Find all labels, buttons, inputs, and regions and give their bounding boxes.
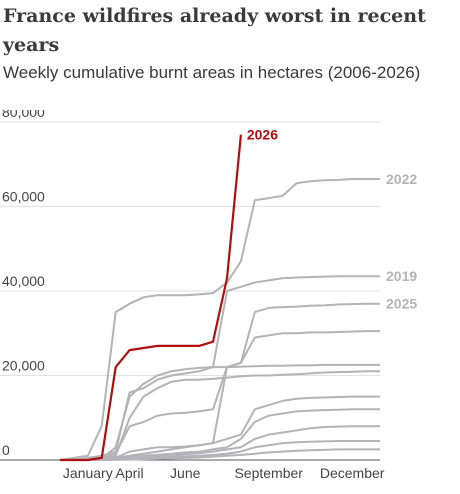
y-tick-label: 40,000 (2, 273, 45, 289)
x-tick-label: September (234, 465, 303, 481)
y-tick-label: 0 (2, 442, 10, 458)
series-line (60, 275, 380, 461)
series-line (60, 448, 380, 461)
y-tick-label: 20,000 (2, 358, 45, 374)
x-tick-label: January (63, 465, 113, 481)
series-line (60, 330, 380, 461)
chart: 0 20,000 40,000 60,000 80,000 January April Jun… (0, 110, 417, 481)
series-line (60, 363, 380, 461)
series-line (59, 178, 380, 461)
series-label: 2019 (386, 268, 417, 284)
chart-subtitle: Weekly cumulative burnt areas in hectare… (3, 63, 421, 82)
series-label: 2025 (386, 296, 417, 312)
x-tick-label: April (116, 465, 144, 481)
series-label: 2022 (386, 171, 417, 187)
y-tick-label: 60,000 (2, 189, 45, 205)
series-line (60, 370, 380, 461)
y-tick-label: 80,000 (2, 110, 45, 120)
x-tick-label: December (320, 465, 385, 481)
series-line (60, 134, 242, 462)
chart-title: France wildfires already worst in recent… (3, 5, 426, 56)
series-line (60, 302, 380, 461)
series-label: 2026 (247, 127, 278, 143)
x-tick-label: June (170, 465, 201, 481)
